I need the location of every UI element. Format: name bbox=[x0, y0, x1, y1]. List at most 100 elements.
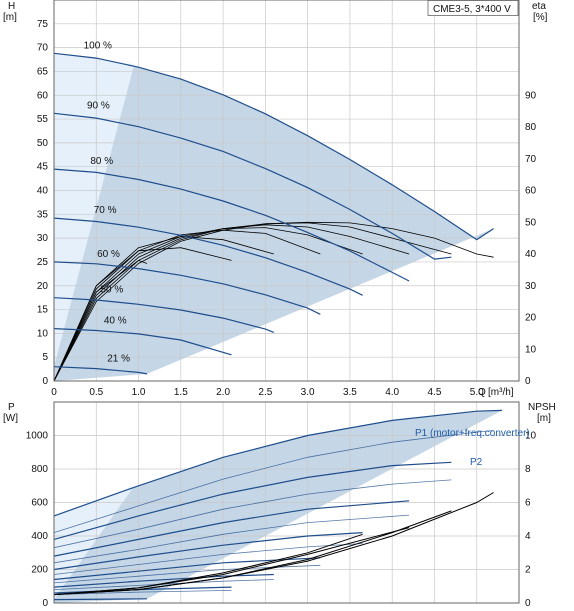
x-tick-label: 2.5 bbox=[258, 387, 272, 398]
p1-curve-0 bbox=[53, 409, 503, 517]
p2-curve-3 bbox=[53, 543, 363, 575]
p2-curve-1 bbox=[53, 479, 452, 549]
bottom-y-tick-label: 800 bbox=[31, 464, 48, 475]
p1-curve-4 bbox=[53, 557, 321, 581]
top-y-tick-label: 15 bbox=[37, 305, 49, 316]
top-y-tick-label: 35 bbox=[37, 209, 49, 220]
top-plot-frame bbox=[53, 0, 520, 382]
speed-label-6: 40 % bbox=[104, 316, 127, 327]
efficiency-curve-6 bbox=[53, 247, 232, 382]
efficiency-curve-7 bbox=[53, 259, 148, 382]
top-y-tick-label: 30 bbox=[37, 233, 49, 244]
x-axis-label: Q bbox=[478, 387, 486, 398]
top-y2-tick-label: 90 bbox=[525, 90, 537, 101]
top-y2-axis-label: eta bbox=[532, 1, 546, 12]
speed-label-4: 60 % bbox=[97, 249, 120, 260]
model-label: CME3-5, 3*400 V bbox=[433, 4, 511, 15]
bottom-y-tick-label: 400 bbox=[31, 531, 48, 542]
top-y2-tick-label: 30 bbox=[525, 281, 537, 292]
top-y2-tick-label: 50 bbox=[525, 217, 537, 228]
speed-curve-40 bbox=[53, 328, 232, 356]
top-y-tick-label: 10 bbox=[37, 328, 49, 339]
top-y-tick-label: 75 bbox=[37, 19, 49, 30]
top-y-tick-label: 60 bbox=[37, 90, 49, 101]
efficiency-curve-1 bbox=[53, 222, 452, 382]
top-y-tick-label: 45 bbox=[37, 162, 49, 173]
bottom-y-tick-label: 1000 bbox=[26, 431, 49, 442]
x-tick-label: 3.5 bbox=[343, 387, 357, 398]
bottom-y-axis-unit: [W] bbox=[3, 413, 18, 424]
x-tick-label: 2.0 bbox=[216, 387, 230, 398]
p1-curve-2 bbox=[53, 500, 410, 557]
series-label-p2: P2 bbox=[470, 457, 483, 468]
p1-curve-5 bbox=[53, 573, 274, 588]
bottom-envelope-light-region bbox=[54, 485, 135, 600]
x-tick-label: 1.0 bbox=[132, 387, 146, 398]
top-y2-tick-label: 80 bbox=[525, 122, 537, 133]
speed-label-1: 90 % bbox=[87, 100, 110, 111]
p1-curve-3 bbox=[53, 532, 363, 571]
speed-label-5: 50 % bbox=[101, 285, 124, 296]
bottom-y-tick-label: 600 bbox=[31, 498, 48, 509]
top-y-tick-label: 55 bbox=[37, 114, 49, 125]
top-y-tick-label: 40 bbox=[37, 186, 49, 197]
speed-curve-80 bbox=[53, 168, 410, 282]
x-tick-label: 5.0 bbox=[470, 387, 484, 398]
model-label-box bbox=[427, 0, 519, 16]
bottom-y2-tick-label: 0 bbox=[525, 598, 531, 609]
top-envelope-light-region bbox=[54, 53, 135, 367]
speed-curve-70 bbox=[53, 217, 363, 296]
top-y-tick-label: 25 bbox=[37, 257, 49, 268]
speed-curve-100 bbox=[53, 52, 494, 241]
top-y-tick-label: 20 bbox=[37, 281, 49, 292]
bottom-y-tick-label: 0 bbox=[42, 598, 48, 609]
x-tick-label: 3.0 bbox=[301, 387, 315, 398]
speed-label-7: 21 % bbox=[107, 354, 130, 365]
top-operating-envelope bbox=[54, 53, 494, 382]
top-y-axis-label: H bbox=[8, 1, 15, 12]
speed-label-3: 70 % bbox=[94, 205, 117, 216]
bottom-y2-tick-label: 10 bbox=[525, 431, 537, 442]
p2-curve-6 bbox=[53, 590, 232, 595]
speed-label-2: 80 % bbox=[90, 156, 113, 167]
x-tick-label: 0 bbox=[51, 387, 57, 398]
bottom-y2-tick-label: 8 bbox=[525, 464, 531, 475]
top-y-tick-label: 0 bbox=[42, 376, 48, 387]
bottom-plot-frame bbox=[53, 401, 520, 604]
npsh-curve-3 bbox=[53, 533, 363, 596]
speed-curve-60 bbox=[53, 261, 321, 315]
top-y2-tick-label: 20 bbox=[525, 313, 537, 324]
bottom-y-tick-label: 200 bbox=[31, 565, 48, 576]
top-y2-tick-label: 10 bbox=[525, 344, 537, 355]
p2-curve-0 bbox=[53, 430, 494, 533]
speed-label-0: 100 % bbox=[84, 40, 112, 51]
speed-curve-21 bbox=[53, 366, 148, 375]
top-y-axis-unit: [m] bbox=[3, 12, 17, 23]
bottom-y2-tick-label: 6 bbox=[525, 498, 531, 509]
top-y-tick-label: 5 bbox=[42, 352, 48, 363]
top-y2-tick-label: 70 bbox=[525, 154, 537, 165]
top-y2-tick-label: 40 bbox=[525, 249, 537, 260]
bottom-y2-tick-label: 2 bbox=[525, 565, 531, 576]
top-y2-tick-label: 0 bbox=[525, 376, 531, 387]
bottom-y2-axis-label: NPSH bbox=[528, 402, 556, 413]
top-y-tick-label: 70 bbox=[37, 43, 49, 54]
x-axis-unit: [m³/h] bbox=[488, 387, 514, 398]
p2-curve-2 bbox=[53, 514, 410, 564]
speed-curve-90 bbox=[53, 112, 452, 260]
bottom-operating-envelope bbox=[54, 410, 503, 603]
x-tick-label: 4.5 bbox=[428, 387, 442, 398]
bottom-y2-axis-unit: [m] bbox=[537, 413, 551, 424]
x-tick-label: 1.5 bbox=[174, 387, 188, 398]
p1-curve-1 bbox=[53, 461, 452, 540]
top-y2-axis-unit: [%] bbox=[533, 12, 548, 23]
p1-curve-7 bbox=[53, 598, 148, 601]
top-y-tick-label: 50 bbox=[37, 138, 49, 149]
series-label-p1: P1 (motor+freq.converter) bbox=[415, 428, 530, 439]
bottom-y2-tick-label: 4 bbox=[525, 531, 531, 542]
top-y2-tick-label: 60 bbox=[525, 186, 537, 197]
bottom-y-axis-label: P bbox=[8, 402, 15, 413]
speed-curve-50 bbox=[53, 297, 275, 333]
x-tick-label: 4.0 bbox=[385, 387, 399, 398]
